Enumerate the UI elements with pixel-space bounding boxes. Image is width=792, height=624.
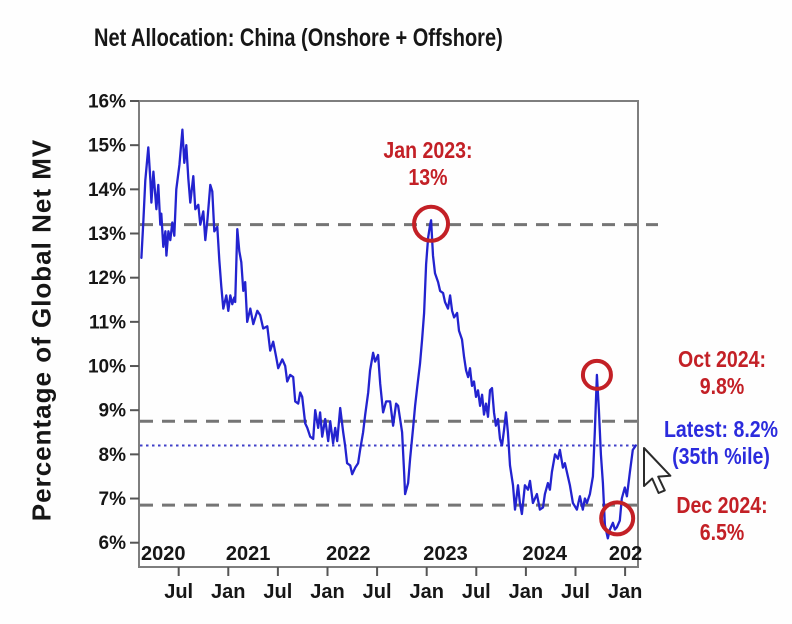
year-label: 2020: [141, 543, 186, 565]
plot-border: [138, 100, 639, 568]
year-label: 2022: [326, 543, 371, 565]
x-tick-label: Jan: [211, 581, 245, 603]
y-tick-label: 12%: [88, 268, 126, 289]
x-tick-label: Jul: [164, 581, 193, 603]
annotation-dec-2024: Dec 2024: 6.5%: [654, 492, 790, 546]
y-tick-label: 16%: [88, 92, 126, 113]
y-tick-label: 14%: [88, 180, 126, 201]
highlight-circle: [580, 358, 613, 391]
x-tick-label: Jul: [263, 581, 292, 603]
chart-title: Net Allocation: China (Onshore + Offshor…: [94, 24, 503, 52]
annotation-line: 13%: [408, 164, 448, 190]
annotation-line: Latest: 8.2%: [663, 416, 779, 442]
annotation-line: (35th %ile): [672, 443, 770, 469]
y-tick-label: 7%: [99, 489, 127, 510]
y-tick-label: 13%: [88, 224, 126, 245]
x-tick-label: Jan: [509, 581, 543, 603]
y-tick-label: 10%: [88, 357, 126, 378]
year-label: 2023: [423, 543, 468, 565]
x-tick-label: Jul: [363, 581, 392, 603]
x-tick-label: Jan: [310, 581, 344, 603]
annotation-line: 9.8%: [699, 373, 745, 399]
annotation-line: Oct 2024:: [677, 346, 767, 372]
y-tick-label: 8%: [99, 445, 127, 466]
x-tick-label: Jul: [462, 581, 491, 603]
y-tick-label: 6%: [99, 533, 127, 554]
x-tick-label: Jul: [561, 581, 590, 603]
series-line: [140, 128, 637, 540]
annotation-oct-2024: Oct 2024: 9.8%: [654, 346, 790, 400]
year-label: 2021: [226, 543, 271, 565]
year-label: 2024: [522, 543, 567, 565]
y-tick-label: 15%: [88, 136, 126, 157]
x-tick-label: Jan: [608, 581, 642, 603]
year-label: 202: [609, 543, 642, 565]
annotation-latest: Latest: 8.2% (35th %ile): [653, 416, 789, 470]
highlight-circle: [412, 204, 451, 243]
x-tick-label: Jan: [409, 581, 443, 603]
y-tick-label: 9%: [99, 401, 127, 422]
y-tick-label: 11%: [89, 312, 126, 333]
annotation-line: Dec 2024:: [676, 492, 768, 518]
annotation-line: 6.5%: [699, 519, 745, 545]
annotation-line: Jan 2023:: [383, 137, 473, 163]
highlight-circle: [599, 500, 636, 537]
annotation-jan-2023: Jan 2023: 13%: [352, 137, 505, 191]
